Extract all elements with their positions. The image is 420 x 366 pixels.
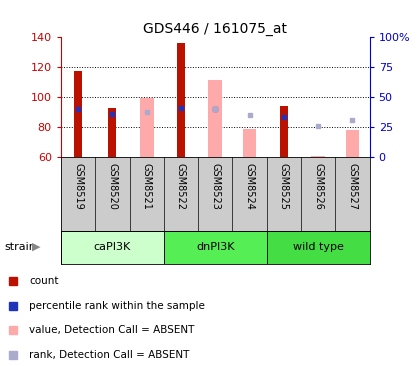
Text: caPI3K: caPI3K [94,242,131,252]
Bar [61,231,164,264]
Text: GSM8519: GSM8519 [73,163,83,210]
Bar [208,81,222,157]
Text: value, Detection Call = ABSENT: value, Detection Call = ABSENT [29,325,195,335]
Bar [164,231,267,264]
Text: dnPI3K: dnPI3K [196,242,234,252]
Text: strain: strain [4,242,36,252]
Bar [74,71,82,157]
Bar [243,129,257,157]
Bar [177,42,185,157]
Text: GSM8526: GSM8526 [313,163,323,210]
Text: ▶: ▶ [32,242,40,252]
Bar [108,108,116,157]
Bar [267,231,370,264]
Text: GSM8524: GSM8524 [244,163,255,210]
Text: GSM8525: GSM8525 [279,163,289,210]
Bar [280,106,288,157]
Text: GSM8520: GSM8520 [108,163,117,210]
Text: wild type: wild type [293,242,344,252]
Text: GSM8523: GSM8523 [210,163,220,210]
Text: GSM8527: GSM8527 [347,163,357,210]
Text: rank, Detection Call = ABSENT: rank, Detection Call = ABSENT [29,350,190,360]
Bar [140,98,154,157]
Text: percentile rank within the sample: percentile rank within the sample [29,300,205,310]
Text: GSM8522: GSM8522 [176,163,186,210]
Title: GDS446 / 161075_at: GDS446 / 161075_at [143,22,287,36]
Bar [346,130,360,157]
Text: count: count [29,276,59,286]
Text: GSM8521: GSM8521 [142,163,152,210]
Bar [311,156,325,157]
